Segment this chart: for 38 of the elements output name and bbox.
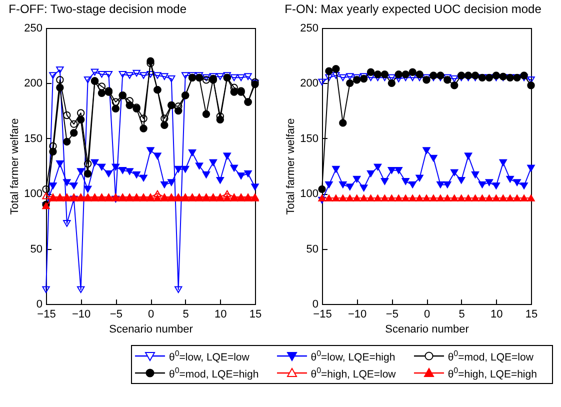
x-tick-label: 15 (525, 308, 538, 320)
chart-title: F-ON: Max yearly expected UOC decision mode (284, 2, 542, 16)
y-tick-label: 50 (30, 243, 42, 256)
y-tick-label: 0 (36, 298, 42, 310)
chart-title: F-OFF: Two-stage decision mode (8, 2, 187, 16)
y-tick-label: 50 (306, 243, 318, 256)
y-tick-label: 250 (24, 22, 42, 34)
x-tick-label: 15 (249, 308, 262, 320)
x-axis-title: Scenario number (109, 324, 194, 336)
legend-label: θ$^{0}$=low, LQE=low (169, 349, 250, 364)
x-tick-label: 0 (424, 308, 430, 320)
x-tick-label: −15 (313, 308, 332, 320)
x-tick-label: 0 (148, 308, 154, 320)
x-tick-label: −5 (110, 308, 122, 320)
y-tick-label: 200 (24, 78, 42, 90)
x-tick-label: −10 (348, 308, 367, 320)
x-axis-title: Scenario number (385, 324, 470, 336)
y-tick-label: 250 (300, 22, 318, 34)
y-axis-title: Total farmer welfare (9, 118, 22, 215)
y-tick-label: 100 (24, 188, 42, 200)
legend-label: θ$^{0}$=mod, LQE=low (448, 349, 534, 364)
x-tick-label: −5 (386, 308, 398, 320)
x-tick-label: 5 (458, 308, 465, 320)
x-tick-label: 10 (214, 308, 227, 320)
y-tick-label: 150 (24, 132, 42, 145)
legend-label: θ$^{0}$=high, LQE=low (310, 366, 396, 380)
legend-label: θ$^{0}$=mod, LQE=high (169, 366, 259, 380)
y-tick-label: 150 (300, 132, 318, 145)
x-tick-label: −10 (72, 308, 91, 320)
legend-label: θ$^{0}$=high, LQE=high (448, 366, 537, 380)
y-tick-label: 100 (300, 188, 318, 200)
y-tick-label: 200 (300, 78, 318, 90)
y-axis-title: Total farmer welfare (285, 118, 298, 215)
y-tick-label: 0 (312, 298, 318, 310)
legend-label: θ$^{0}$=low, LQE=high (310, 349, 396, 364)
x-tick-label: −15 (37, 308, 56, 320)
x-tick-label: 10 (490, 308, 503, 320)
x-tick-label: 5 (182, 308, 189, 320)
